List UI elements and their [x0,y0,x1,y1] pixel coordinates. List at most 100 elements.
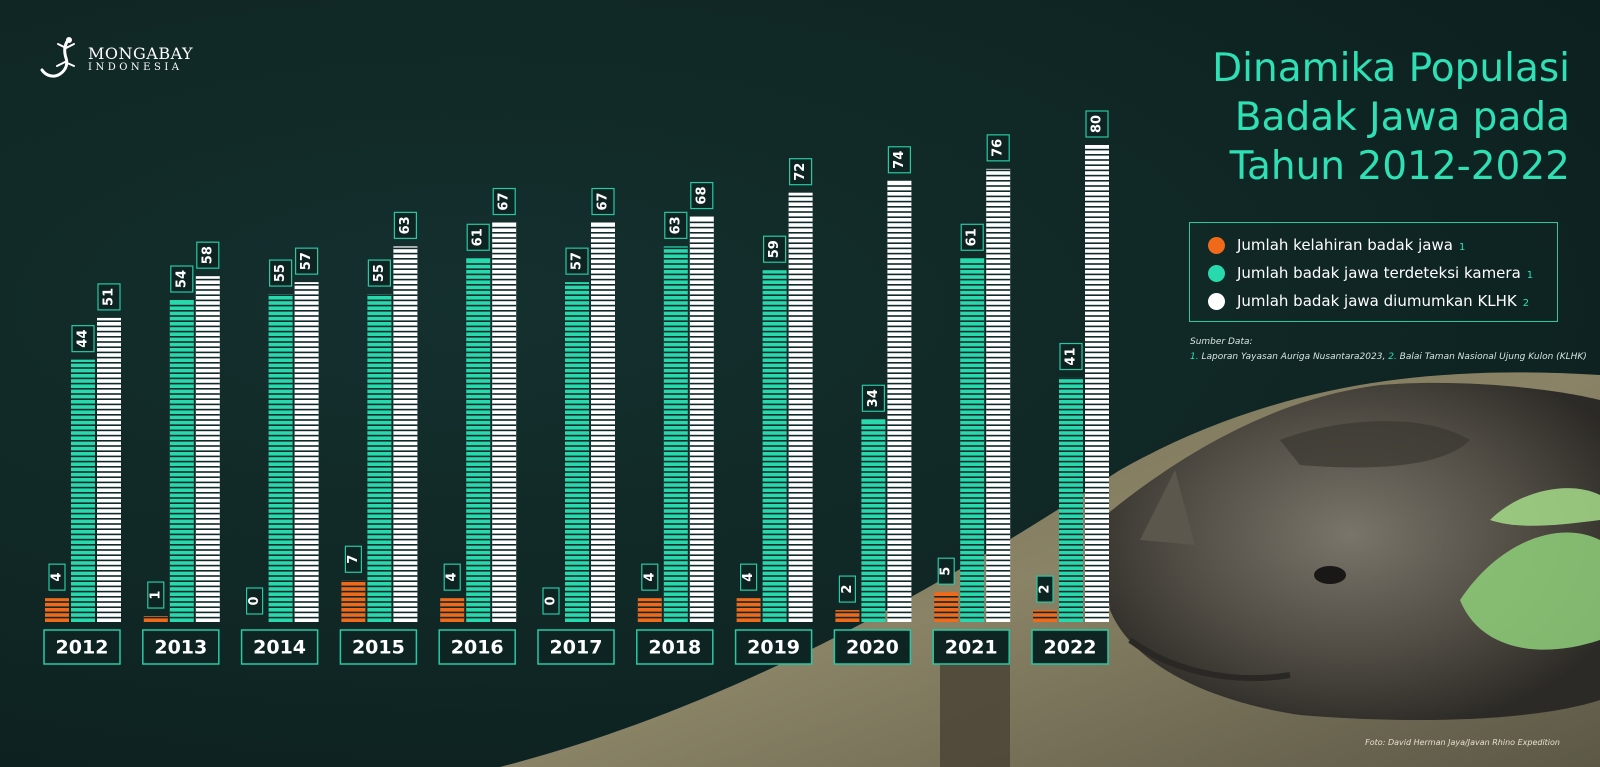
bar-stripe [565,388,589,390]
bar-stripe [492,518,517,520]
bar-stripe [861,434,886,437]
bar-stripe [1085,195,1109,198]
bar-stripe [663,258,688,260]
bar-stripe [1085,424,1109,426]
bar-stripe [367,424,392,426]
bar-stripe [960,533,985,536]
bar-stripe [367,518,392,520]
bar-stripe [762,570,787,572]
bar-stripe [986,434,1011,437]
bar-stripe [294,585,319,588]
bar-stripe [788,419,813,421]
bar-stripe [1085,206,1109,208]
bar-stripe [367,575,392,577]
legend-dot-births [1208,236,1225,254]
bar-stripe [97,450,121,452]
bar-stripe [986,211,1011,213]
bar-2012-s0 [45,598,69,622]
legend: Jumlah kelahiran badak jawa 1 Jumlah bad… [1189,222,1558,322]
bar-stripe [1085,580,1109,582]
bar-stripe [294,590,319,593]
bar-stripe [294,294,319,296]
bar-stripe [887,206,912,208]
bar-stripe [1085,289,1109,291]
bar-stripe [788,294,813,296]
bar-stripe [960,476,985,478]
bar-stripe [788,549,813,551]
bar-stripe [466,356,491,359]
value-label-2013-s2: 58 [200,246,215,264]
bar-stripe [1059,481,1083,484]
bar-stripe [294,388,319,390]
bar-stripe [591,247,615,250]
bar-stripe [788,388,813,390]
bar-stripe [466,310,491,312]
bar-stripe [71,507,95,510]
bar-stripe [762,606,787,608]
bar-stripe [887,538,912,541]
bar-stripe [591,585,615,588]
bar-stripe [986,419,1011,421]
bar-stripe [1085,325,1109,328]
bar-stripe [393,273,418,276]
bar-stripe [195,596,220,598]
bar-stripe [1085,538,1109,541]
bar-stripe [663,502,688,504]
bar-stripe [565,512,589,515]
bar-stripe [986,372,1011,374]
bar-stripe [97,611,121,614]
bar-stripe [393,476,418,478]
bar-stripe [663,429,688,432]
bar-stripe [591,398,615,400]
bar-stripe [294,414,319,416]
bar-stripe [1085,362,1109,364]
bar-stripe [1059,460,1083,463]
bar-stripe [762,507,787,510]
value-label-box [367,259,391,287]
bar-stripe [393,434,418,437]
bar-stripe [788,393,813,395]
bar-stripe [71,367,95,369]
bar-stripe [689,538,714,541]
bar-stripe [294,346,319,348]
bar-stripe [591,362,615,364]
bar-stripe [788,616,813,619]
bar-stripe [762,471,787,473]
bar-stripe [591,336,615,338]
bar-stripe [393,294,418,296]
bar-stripe [565,538,589,541]
bar-stripe [393,398,418,400]
bar-stripe [466,601,491,603]
bar-stripe [294,466,319,468]
bar-stripe [393,601,418,603]
bar-stripe [492,492,517,494]
bar-stripe [565,377,589,380]
bar-stripe [169,481,194,484]
bar-stripe [71,382,95,385]
bar-stripe [1059,616,1083,619]
bar-stripe [689,554,714,556]
bar-stripe [393,258,418,260]
bar-stripe [393,523,418,525]
bar-stripe [960,299,985,302]
bar-stripe [960,346,985,348]
bar-stripe [294,398,319,400]
bar-stripe [689,590,714,593]
bar-stripe [861,554,886,556]
bar-stripe [367,507,392,510]
bar-stripe [887,200,912,203]
bar-stripe [788,518,813,520]
bar-stripe [492,393,517,395]
bar-stripe [367,538,392,541]
bar-stripe [492,590,517,593]
bar-stripe [1059,564,1083,567]
bar-stripe [195,341,220,343]
bar-stripe [887,242,912,244]
bar-stripe [887,268,912,270]
bar-stripe [195,419,220,421]
bar-stripe [367,512,392,515]
bar-stripe [97,445,121,447]
bar-stripe [1059,445,1083,447]
bar-stripe [71,408,95,411]
bar-stripe [195,398,220,400]
